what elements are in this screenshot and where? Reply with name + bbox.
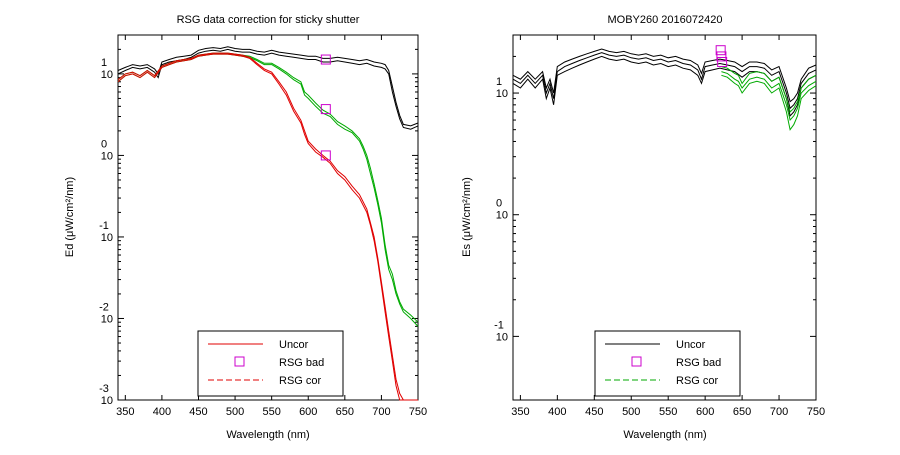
- series-line-3: [117, 52, 419, 323]
- panel-ed: RSG data correction for sticky shutter W…: [64, 14, 427, 441]
- legend: Uncor RSG bad RSG cor: [197, 330, 344, 397]
- y-tick-exponent: 1: [496, 76, 502, 88]
- x-tick-label: 450: [585, 406, 603, 418]
- rsg-bad-marker-0: [715, 45, 726, 56]
- rsg-bad-marker-2: [717, 56, 728, 67]
- y-axis-label: Es (μW/cm²/nm): [461, 177, 473, 257]
- y-tick-label: 10: [101, 313, 113, 325]
- x-tick-label: 700: [372, 406, 390, 418]
- x-tick-label: 500: [622, 406, 640, 418]
- x-tick-label: 500: [226, 406, 244, 418]
- x-tick-label: 550: [262, 406, 280, 418]
- x-tick-label: 350: [116, 406, 134, 418]
- series-line-5: [721, 66, 817, 113]
- y-tick-exponent: -3: [99, 383, 109, 395]
- legend-swatch-rsg-bad: [631, 356, 642, 367]
- x-axis-label: Wavelength (nm): [226, 429, 309, 441]
- series-line-1: [117, 46, 419, 127]
- y-tick-label: 10: [101, 232, 113, 244]
- y-tick-label: 10: [101, 150, 113, 162]
- plot-frame: [117, 34, 419, 401]
- legend-box: [594, 330, 741, 397]
- y-axis-label: Ed (μW/cm²/nm): [64, 177, 76, 257]
- y-tick-exponent: -1: [494, 319, 504, 331]
- y-tick-label: 10: [101, 69, 113, 81]
- y-tick-exponent: 0: [496, 198, 502, 210]
- y-tick-label: 10: [496, 210, 508, 222]
- marker-group: [715, 45, 728, 67]
- legend: Uncor RSG bad RSG cor: [594, 330, 741, 397]
- x-tick-label: 350: [511, 406, 529, 418]
- x-axis-label: Wavelength (nm): [623, 429, 706, 441]
- axis-ticks: 350 400 450 500 550 600 650 700 75010110010-110-…: [99, 34, 427, 418]
- legend-box: [197, 330, 344, 397]
- y-tick-label: 10: [496, 331, 508, 343]
- marker-group: [320, 54, 331, 161]
- x-tick-label: 750: [409, 406, 427, 418]
- legend-label-uncor: Uncor: [676, 339, 706, 351]
- y-tick-exponent: -2: [99, 301, 109, 313]
- y-tick-label: 10: [496, 88, 508, 100]
- y-tick-exponent: 1: [101, 57, 107, 69]
- rsg-bad-marker-0: [320, 54, 331, 65]
- series-line-1: [512, 52, 817, 110]
- legend-label-rsg-cor: RSG cor: [676, 375, 719, 387]
- rsg-bad-marker-1: [320, 104, 331, 115]
- legend-label-rsg-cor: RSG cor: [279, 375, 322, 387]
- x-tick-label: 400: [153, 406, 171, 418]
- x-tick-label: 400: [548, 406, 566, 418]
- y-tick-exponent: -1: [99, 220, 109, 232]
- x-tick-label: 750: [807, 406, 825, 418]
- legend-swatch-rsg-bad: [234, 356, 245, 367]
- rsg-bad-marker-1: [716, 51, 727, 62]
- series-line-2: [117, 53, 419, 327]
- series-group: [117, 46, 419, 401]
- y-tick-exponent: 0: [101, 138, 107, 150]
- series-line-4: [117, 53, 418, 401]
- chart-title: RSG data correction for sticky shutter: [177, 14, 360, 26]
- series-line-4: [721, 71, 817, 122]
- series-line-5: [117, 52, 418, 401]
- x-tick-label: 600: [299, 406, 317, 418]
- series-line-0: [117, 48, 419, 130]
- x-tick-label: 550: [659, 406, 677, 418]
- series-line-2: [512, 48, 817, 103]
- rsg-bad-marker-2: [320, 150, 331, 161]
- series-line-3: [721, 74, 817, 131]
- legend-label-uncor: Uncor: [279, 339, 309, 351]
- series-group: [512, 48, 817, 131]
- x-tick-label: 600: [696, 406, 714, 418]
- legend-label-rsg-bad: RSG bad: [279, 357, 324, 369]
- plot-frame: [512, 34, 817, 401]
- legend-label-rsg-bad: RSG bad: [676, 357, 721, 369]
- x-tick-label: 700: [770, 406, 788, 418]
- x-tick-label: 650: [336, 406, 354, 418]
- chart-title: MOBY260 2016072420: [608, 14, 723, 26]
- x-tick-label: 450: [189, 406, 207, 418]
- x-tick-label: 650: [733, 406, 751, 418]
- y-tick-label: 10: [101, 395, 113, 407]
- panel-es: MOBY260 2016072420 Wavelength (nm) Es (μ…: [461, 14, 825, 441]
